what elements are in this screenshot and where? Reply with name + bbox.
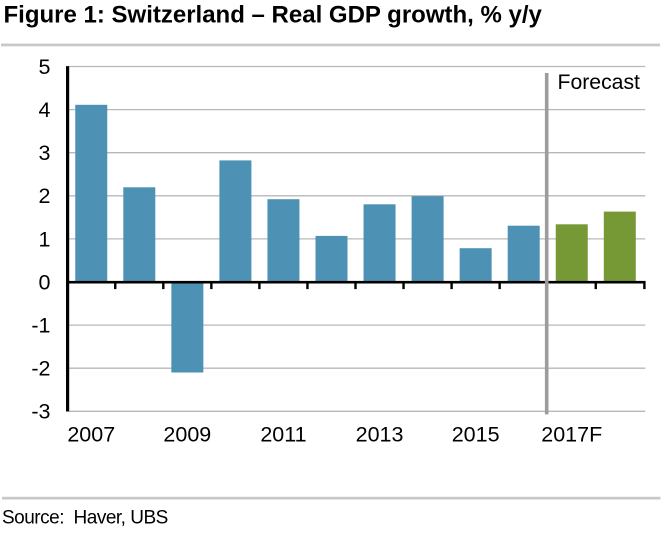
svg-text:Figure 1: Switzerland – Real G: Figure 1: Switzerland – Real GDP growth,… <box>4 2 543 29</box>
svg-text:2007: 2007 <box>67 423 115 447</box>
svg-text:5: 5 <box>39 55 51 79</box>
svg-text:2: 2 <box>39 184 51 208</box>
svg-text:Source: Haver, UBS: Source: Haver, UBS <box>2 507 168 528</box>
svg-text:Forecast: Forecast <box>558 71 641 94</box>
svg-text:-2: -2 <box>31 357 50 381</box>
svg-text:3: 3 <box>39 141 51 165</box>
svg-text:-3: -3 <box>31 400 50 424</box>
svg-text:0: 0 <box>39 270 51 294</box>
svg-text:2011: 2011 <box>260 423 306 447</box>
svg-text:-1: -1 <box>31 314 50 338</box>
svg-text:2013: 2013 <box>356 423 404 447</box>
svg-text:1: 1 <box>39 227 51 251</box>
svg-text:2015: 2015 <box>452 423 500 447</box>
svg-text:4: 4 <box>39 98 51 122</box>
svg-text:2009: 2009 <box>163 423 211 447</box>
svg-text:2017F: 2017F <box>541 423 602 447</box>
